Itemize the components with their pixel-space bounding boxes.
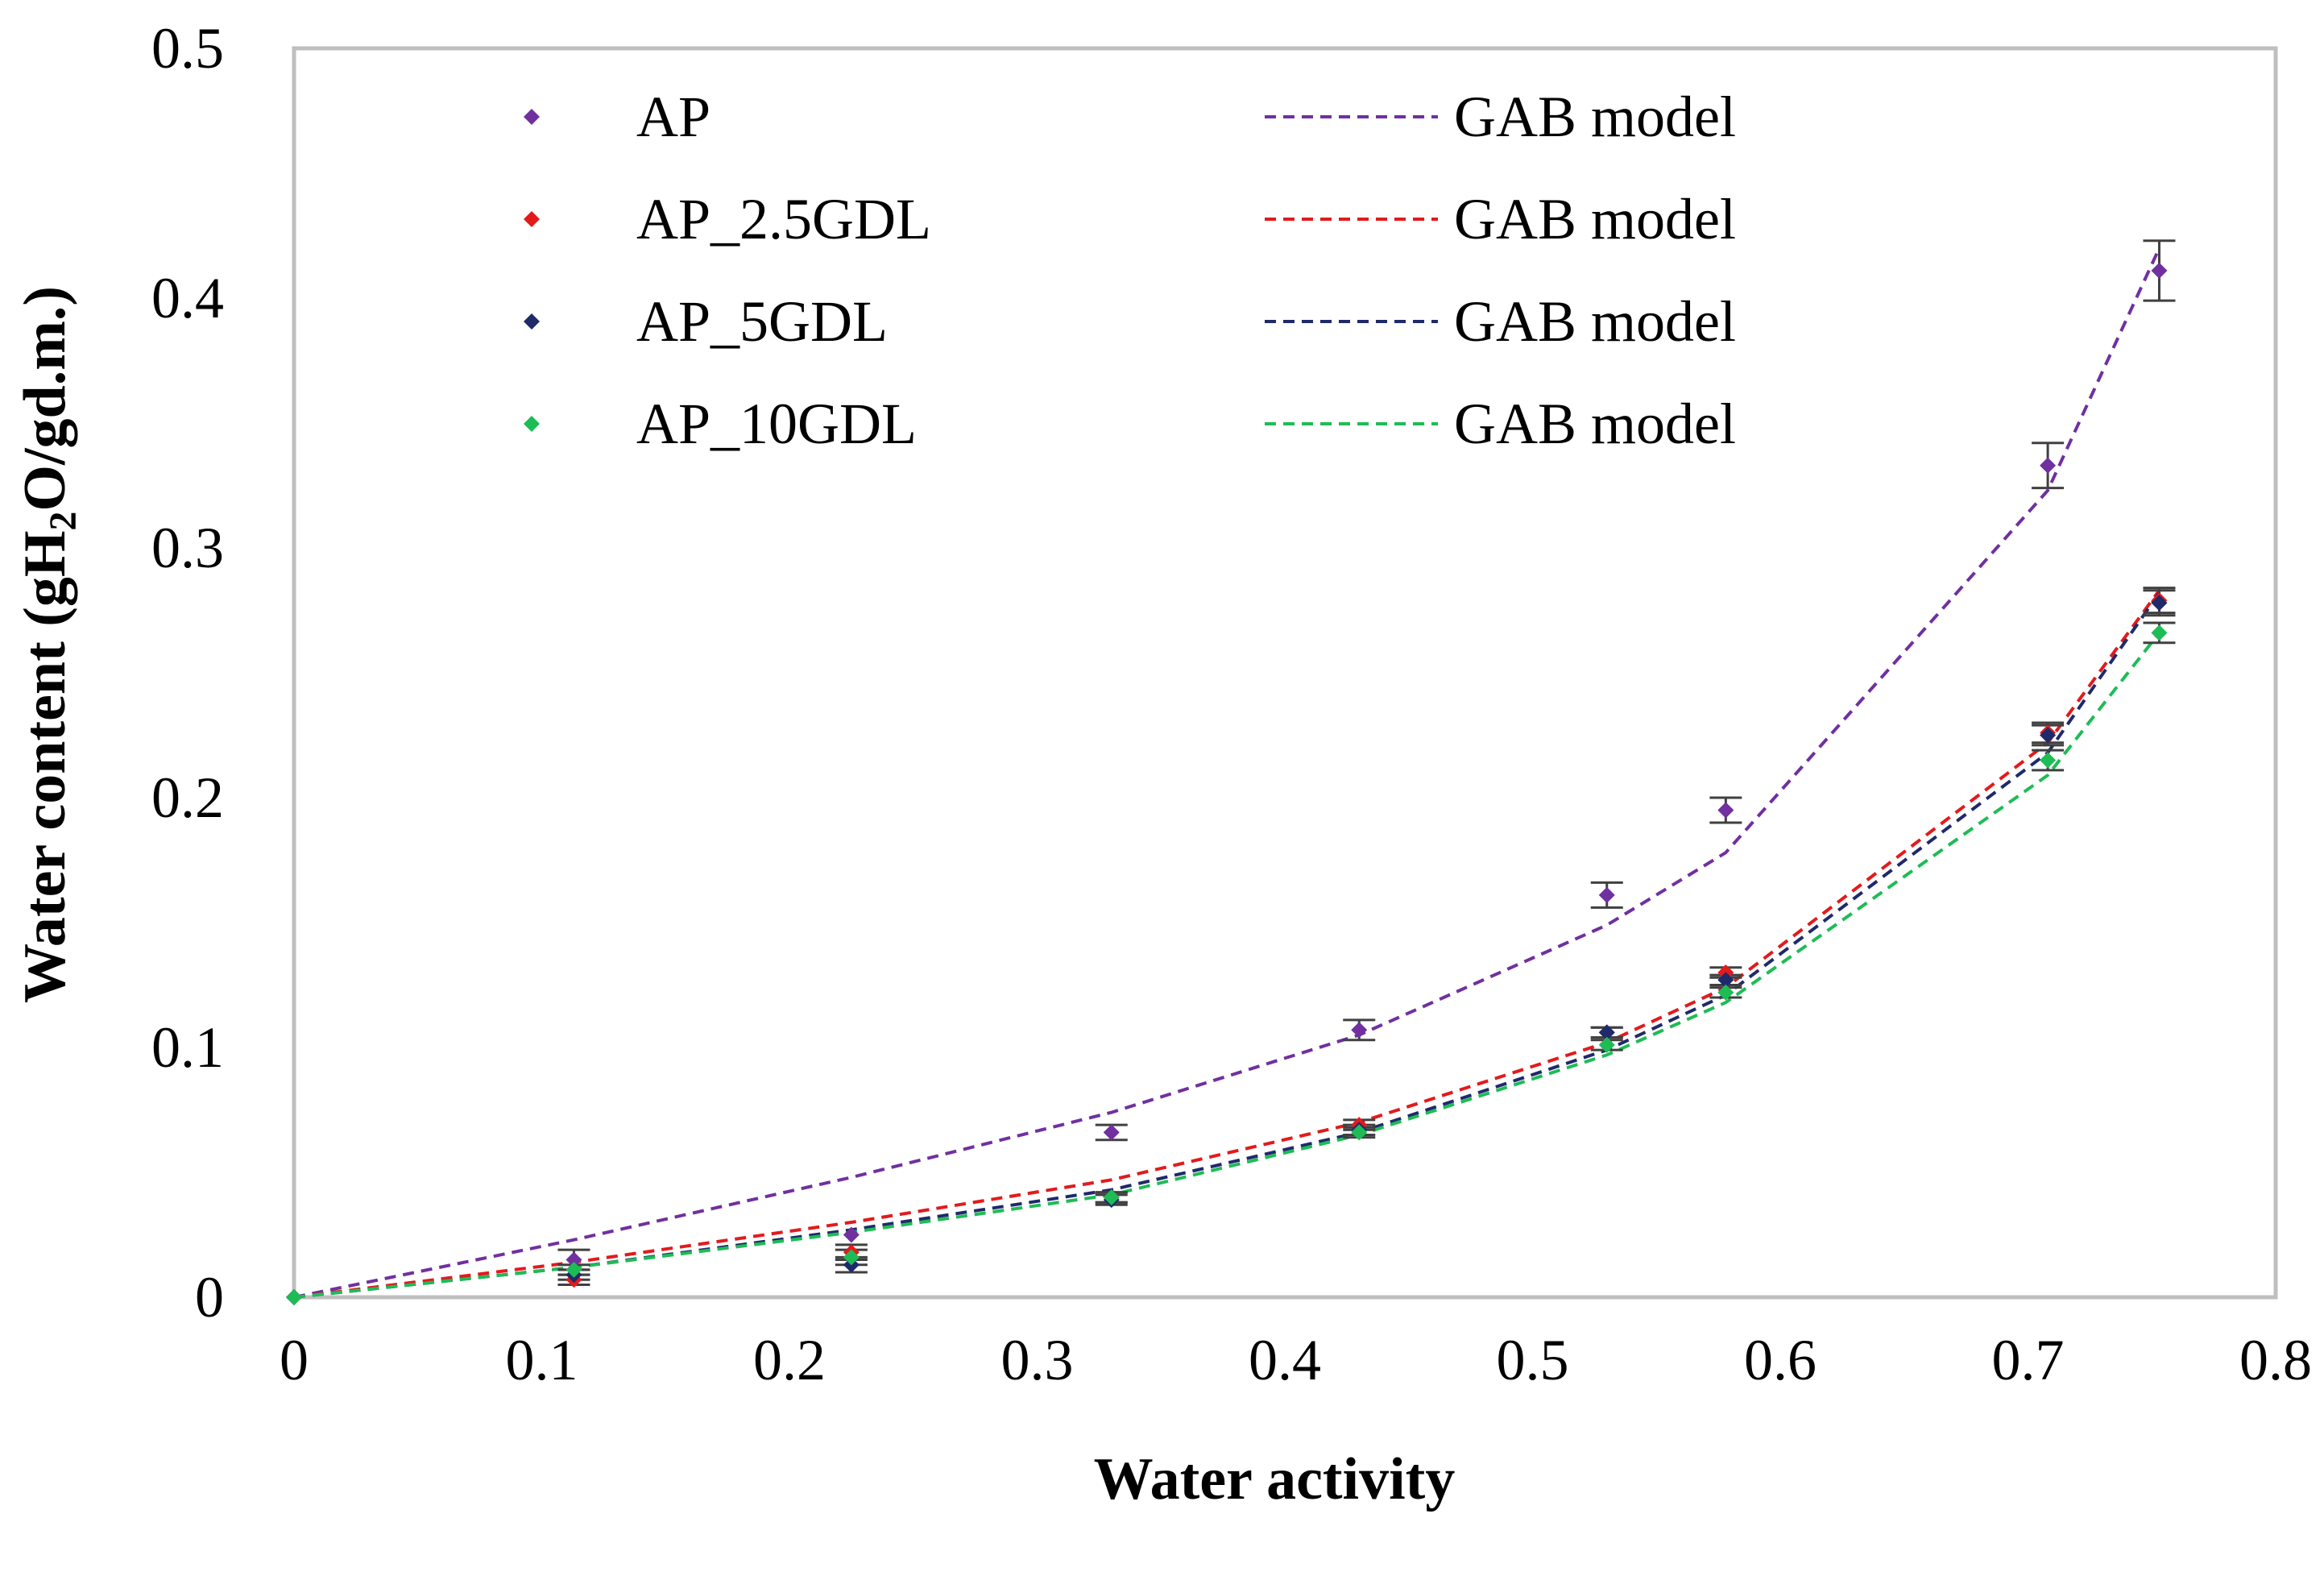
data-point-ap-5gdl: [1717, 972, 1734, 989]
data-point-ap-10gdl: [843, 1249, 860, 1266]
data-point-ap-5gdl: [1598, 1024, 1615, 1041]
y-tick-label: 0: [195, 1265, 224, 1329]
y-tick-label: 0.3: [151, 516, 224, 580]
y-axis-title-prefix: Water content (gH: [12, 531, 78, 1003]
y-axis-title-suffix: O/gd.m.): [12, 286, 78, 512]
legend-model-label-ap-5gdl: GAB model: [1454, 289, 1736, 354]
y-tick-label: 0.5: [151, 16, 224, 81]
data-point-ap-10gdl: [1717, 984, 1734, 1001]
data-point-ap: [2151, 262, 2168, 279]
data-point-ap: [1598, 886, 1615, 903]
x-tick-label: 0.4: [1249, 1328, 1321, 1392]
y-tick-label: 0.4: [151, 266, 224, 330]
legend-model-label-ap: GAB model: [1454, 85, 1736, 149]
legend-label-ap-10gdl: AP_10GDL: [636, 392, 917, 456]
x-tick-label: 0.8: [2239, 1328, 2312, 1392]
legend-marker-ap-5gdl: [524, 313, 540, 330]
y-axis-title-subscript: 2: [42, 512, 85, 531]
data-point-ap-10gdl: [565, 1261, 582, 1278]
data-point-ap: [1103, 1124, 1120, 1141]
legend: AP GAB model AP_2.5GDL GAB model AP_5GDL GAB …: [524, 85, 1736, 456]
x-tick-label: 0.5: [1497, 1328, 1569, 1392]
data-markers: [286, 262, 2168, 1305]
x-tick-label: 0.3: [1001, 1328, 1074, 1392]
axes: 0 0.1 0.2 0.3 0.4 0.5 0.6 0.7 0.8 0 0.1 0.2 0.3 0.4 0.…: [151, 16, 2312, 1392]
data-point-ap-5gdl: [2151, 595, 2168, 612]
data-point-ap: [565, 1251, 582, 1268]
x-axis-title: Water activity: [1094, 1446, 1456, 1512]
legend-marker-ap: [524, 109, 540, 125]
data-point-ap: [2040, 457, 2057, 474]
data-point-ap-10gdl: [2040, 752, 2057, 769]
legend-label-ap: AP: [636, 85, 710, 149]
data-point-ap-10gdl: [1351, 1124, 1368, 1141]
x-tick-label: 0.1: [506, 1328, 578, 1392]
data-point-ap: [1717, 802, 1734, 819]
data-point-ap-5gdl: [2040, 727, 2057, 744]
legend-model-label-ap-10gdl: GAB model: [1454, 392, 1736, 456]
x-tick-label: 0.6: [1744, 1328, 1817, 1392]
x-tick-label: 0.7: [1992, 1328, 2065, 1392]
legend-label-ap-5gdl: AP_5GDL: [636, 289, 888, 354]
legend-marker-ap-2-5gdl: [524, 211, 540, 227]
data-point-ap-10gdl: [2151, 624, 2168, 641]
data-point-ap-10gdl: [286, 1289, 302, 1305]
y-tick-label: 0.2: [151, 765, 224, 830]
x-tick-label: 0: [280, 1328, 309, 1392]
legend-label-ap-2-5gdl: AP_2.5GDL: [636, 187, 931, 251]
y-tick-label: 0.1: [151, 1015, 224, 1080]
y-axis-title: Water content (gH2O/gd.m.): [12, 286, 85, 1003]
data-point-ap-10gdl: [1103, 1189, 1120, 1205]
x-tick-label: 0.2: [753, 1328, 826, 1392]
legend-marker-ap-10gdl: [524, 416, 540, 432]
plot-area-frame: [292, 46, 2278, 1300]
data-point-ap: [843, 1226, 860, 1243]
data-point-ap-10gdl: [1598, 1036, 1615, 1053]
data-point-ap: [1351, 1022, 1368, 1039]
legend-model-label-ap-2-5gdl: GAB model: [1454, 187, 1736, 251]
